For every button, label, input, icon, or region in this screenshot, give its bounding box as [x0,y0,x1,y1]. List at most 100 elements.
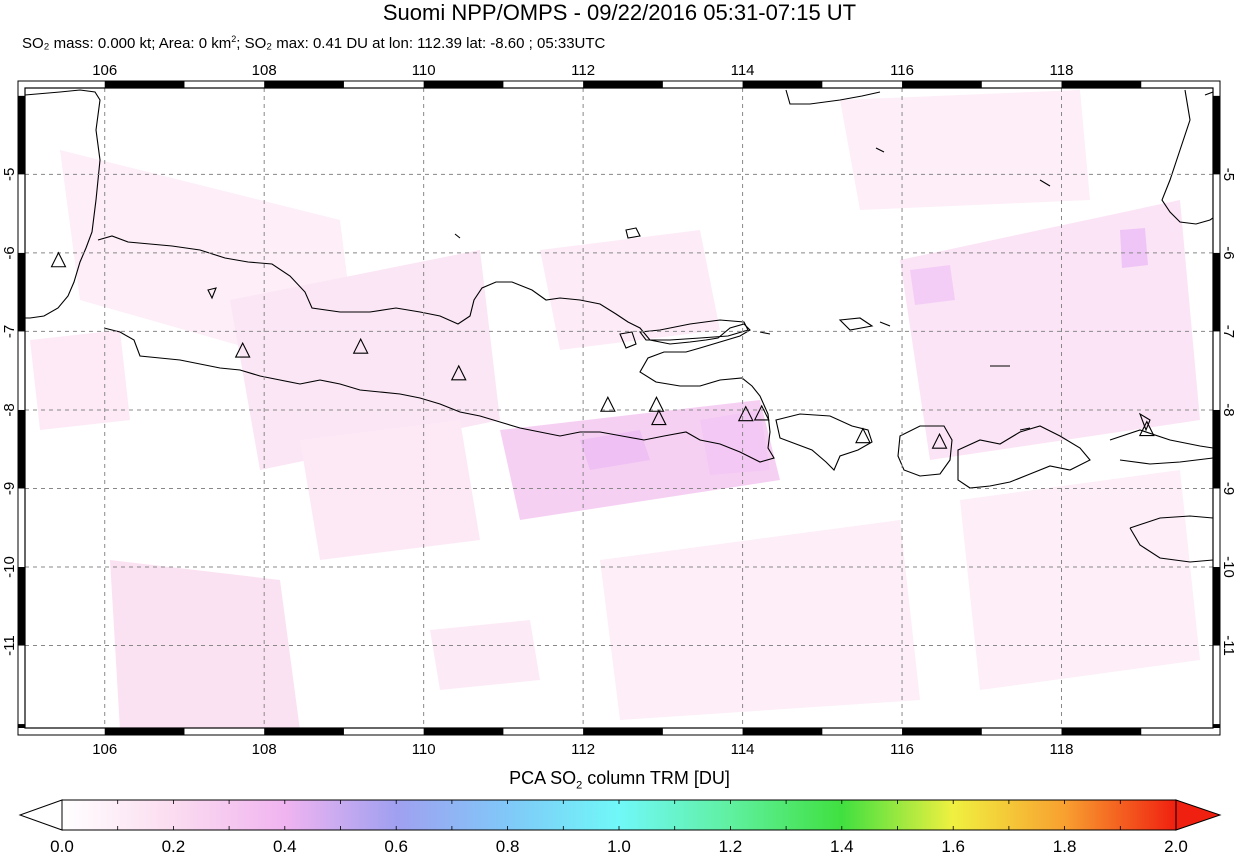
colorbar-label-1.0: 1.0 [607,837,631,855]
coastline-bali [775,413,873,471]
volcano-triangle-icon [650,409,667,426]
map-frame [17,80,1221,736]
colorbar-label-rest: column TRM [DU] [582,768,730,788]
volcano-triangle-icon [737,405,754,422]
volcano-triangle-icon [1138,420,1155,437]
area-text: Area: 0 km [158,35,232,52]
lon-label-bottom-112: 112 [571,741,595,758]
frame-band-left [18,95,25,175]
frame-band-right [1213,409,1220,489]
coastline-sumbawa [957,425,1091,489]
time-text: 05:33UTC [537,35,606,52]
frame-band-bottom [902,728,982,735]
so2-mass-text: SO₂ mass: 0.000 kt [22,35,152,52]
colorbar-label-main: PCA SO [509,768,577,788]
so2-pixel [230,250,500,470]
lon-label-bottom-114: 114 [731,741,755,758]
frame-band-top [742,81,823,88]
lat-label-left--7: -7 [1,325,18,338]
lat-label-left--10: -10 [1,556,18,578]
colorbar-label-sub: 2 [576,779,583,792]
so2-pixel [540,230,720,350]
coastlines [25,89,1213,563]
colorbar-over-arrow [1175,799,1222,831]
lon-label-bottom-116: 116 [890,741,914,758]
volcano-markers [50,251,1155,449]
frame-band-top [583,81,663,88]
frame-outer [17,80,1221,736]
frame-band-left [18,252,25,332]
so2-pixel [960,470,1200,690]
colorbar-under-arrow [18,799,63,831]
lon-label-top-118: 118 [1050,62,1074,79]
map-subtitle: SO₂ mass: 0.000 kt; Area: 0 km2; SO₂ max… [22,34,606,52]
colorbar-label-0.6: 0.6 [384,837,408,855]
frame-band-right [1213,724,1220,728]
area-unit-sup: 2 [231,34,237,44]
lon-label-top-116: 116 [890,62,914,79]
colorbar-label-1.6: 1.6 [941,837,965,855]
so2-pixel [910,265,955,305]
volcano-triangle-icon [352,337,369,354]
so2-pixel [30,330,130,430]
colorbar-ticks [61,800,1177,830]
lat-label-left--11: -11 [1,635,18,656]
colorbar-label-0.2: 0.2 [162,837,186,855]
volcano-triangle-icon [931,432,948,449]
frame-band-top [902,81,982,88]
lat-label-left--8: -8 [1,403,18,416]
volcano-triangle-icon [753,404,770,421]
map-gridlines [25,88,1213,728]
lat-label-right--8: -8 [1220,403,1237,416]
lat-label-right--7: -7 [1220,325,1237,338]
lon-label-top-108: 108 [252,62,277,79]
frame-band-bottom [423,728,504,735]
lat-labels-right: -5 -6 -7 -8 -9 -10 -11 [1220,168,1237,656]
colorbar-label-0.8: 0.8 [496,837,520,855]
coastline-sulawesi [1161,89,1213,225]
map-title: Suomi NPP/OMPS - 09/22/2016 05:31-07:15 … [382,0,857,25]
lon-label-bottom-118: 118 [1050,741,1074,758]
lat-label-left--9: -9 [1,482,18,495]
volcano-triangle-icon [50,251,67,268]
colorbar-label-1.4: 1.4 [830,837,854,855]
coastline-lombok [897,425,953,477]
colorbar-label-2.0: 2.0 [1164,837,1188,855]
frame-band-right [1213,95,1220,175]
frame-band-right [1213,252,1220,332]
frame-band-top [423,81,504,88]
lat-label-right--11: -11 [1220,635,1237,656]
lon-label-top-114: 114 [731,62,755,79]
colorbar-label-1.2: 1.2 [719,837,743,855]
so2-pixel [840,90,1090,210]
frame-band-top [104,81,185,88]
lon-label-bottom-108: 108 [252,741,277,758]
coastline-madura [638,319,749,341]
so2-pixel [430,620,540,690]
volcano-triangle-icon [450,364,467,381]
lon-label-top-106: 106 [92,62,117,79]
coastline-flores [1109,429,1213,465]
so2-max-text: SO₂ max: 0.41 DU at lon: 112.39 lat: -8.… [244,35,525,52]
so2-pixel [580,430,650,470]
colorbar-tick-labels: 0.0 0.2 0.4 0.6 0.8 1.0 1.2 1.4 1.6 1.8 2.0 [50,837,1188,855]
lat-label-right--9: -9 [1220,482,1237,495]
coastline-sumatra [25,89,101,319]
frame-band-left [18,567,25,646]
frame-band-bottom [104,728,185,735]
colorbar-label-1.8: 1.8 [1053,837,1077,855]
coastline-sumba [1129,515,1213,563]
colorbar-label-0.0: 0.0 [50,837,74,855]
so2-pixel [110,560,300,728]
colorbar-label: PCA SO2 column TRM [DU] [0,768,1239,792]
frame-band-bottom [742,728,823,735]
so2-pixel [600,520,920,720]
frame-band-bottom [583,728,663,735]
coastline-borneo [785,89,881,105]
frame-band-top [1061,81,1142,88]
lon-labels-bottom: 106 108 110 112 114 116 118 [92,741,1073,758]
lat-label-right--6: -6 [1220,246,1237,259]
lon-labels-top: 106 108 110 112 114 116 118 [92,62,1073,79]
lat-labels-left: -5 -6 -7 -8 -9 -10 -11 [1,168,18,656]
